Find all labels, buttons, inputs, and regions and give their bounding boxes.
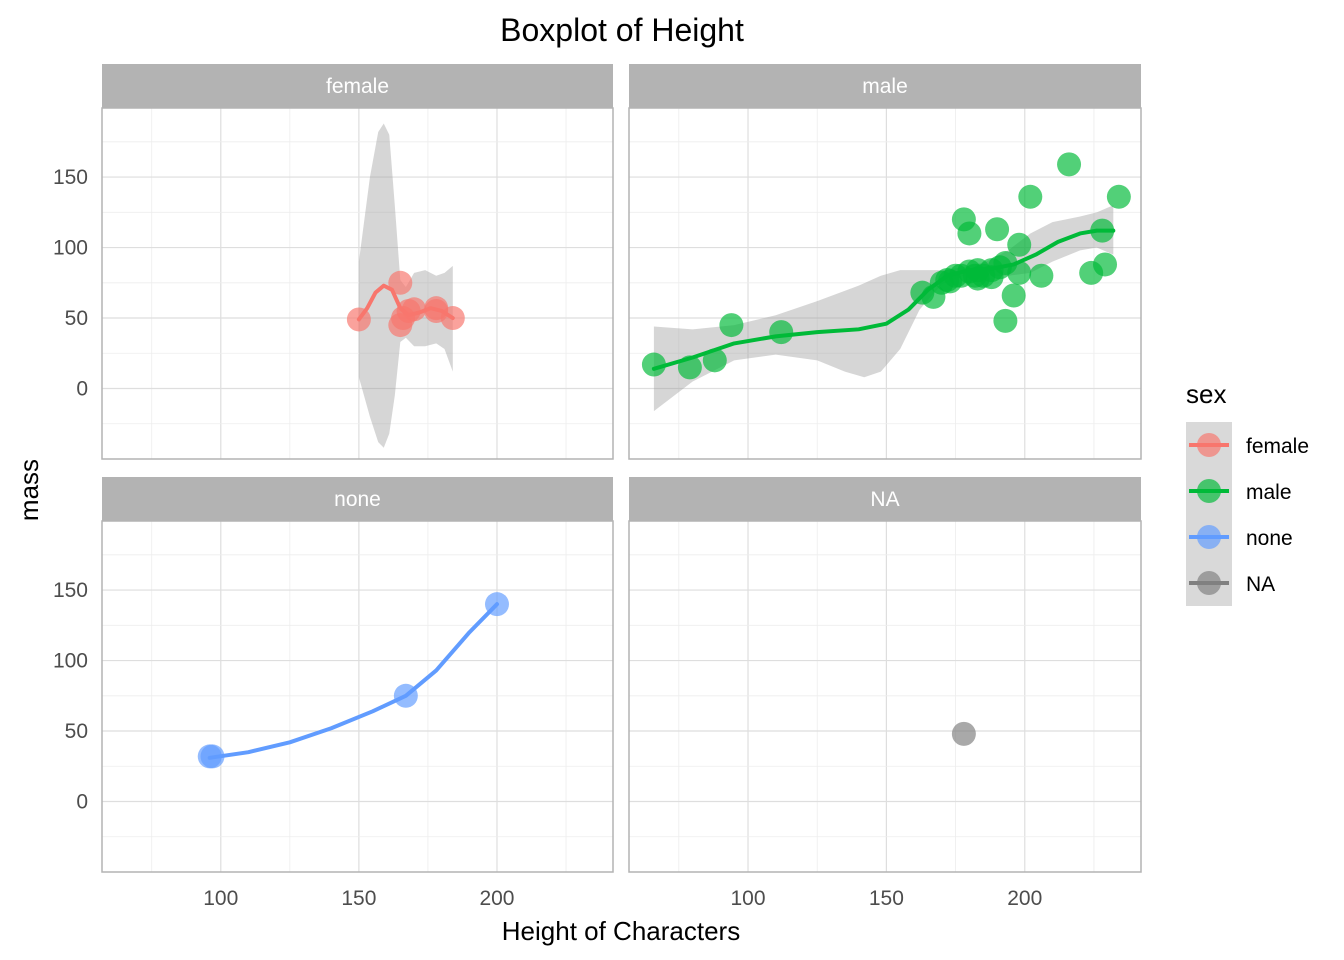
y-tick-label: 100 <box>53 237 88 260</box>
x-tick-label: 100 <box>203 887 238 910</box>
panel-border <box>628 107 1142 460</box>
legend-key-female: female <box>1186 422 1309 468</box>
grid-lines <box>629 521 1141 872</box>
x-tick-label: 200 <box>1007 887 1042 910</box>
facet-strip-label: male <box>862 75 908 98</box>
legend-point <box>1197 479 1221 503</box>
legend-label: male <box>1246 481 1292 504</box>
grid-lines <box>102 521 613 872</box>
panel-border <box>101 520 614 873</box>
data-point <box>719 313 744 338</box>
data-point <box>985 217 1010 242</box>
data-point <box>1007 232 1032 257</box>
facet-panel-female: female <box>101 64 614 460</box>
smooth-line <box>207 602 499 760</box>
data-point <box>957 221 982 246</box>
axes: 0 50 100 150 0 50 100 150 100 150 200 100 150 200 <box>53 166 1042 910</box>
y-tick-label: 100 <box>53 650 88 673</box>
facet-panels: female male none NA <box>101 64 1142 873</box>
confidence-band <box>358 123 453 448</box>
facet-strip <box>629 64 1141 108</box>
facet-strip-label: none <box>334 488 381 511</box>
legend-label: female <box>1246 435 1309 458</box>
legend-key-none: none <box>1186 514 1293 560</box>
smooth-line <box>651 228 1116 371</box>
panel-border <box>101 107 614 460</box>
facet-strip-label: female <box>326 75 389 98</box>
facet-strip <box>629 477 1141 521</box>
legend-point <box>1197 525 1221 549</box>
smooth-line <box>356 283 455 322</box>
legend-label: NA <box>1246 573 1275 596</box>
legend-label: none <box>1246 527 1293 550</box>
x-axis-title: Height of Characters <box>502 916 740 946</box>
y-tick-label: 150 <box>53 166 88 189</box>
legend-title: sex <box>1186 379 1226 409</box>
x-tick-label: 150 <box>869 887 904 910</box>
data-point <box>388 270 413 295</box>
y-tick-label: 50 <box>65 307 88 330</box>
facet-strip-label: NA <box>870 488 899 511</box>
legend-point <box>1197 433 1221 457</box>
data-point <box>641 352 666 377</box>
data-point <box>769 320 794 345</box>
y-tick-label: 50 <box>65 720 88 743</box>
data-point <box>993 308 1018 333</box>
legend: sex female male none NA <box>1186 379 1309 606</box>
facet-panel-none: none <box>101 477 614 873</box>
data-point <box>951 721 976 746</box>
legend-key-male: male <box>1186 468 1292 514</box>
data-point <box>1093 252 1118 277</box>
facet-panel-NA: NA <box>628 477 1142 873</box>
chart-title: Boxplot of Height <box>500 12 744 48</box>
y-tick-label: 0 <box>76 378 88 401</box>
x-tick-label: 200 <box>479 887 514 910</box>
panel-border <box>628 520 1142 873</box>
y-axis-title: mass <box>14 459 44 521</box>
data-point <box>1029 263 1054 288</box>
x-tick-label: 150 <box>341 887 376 910</box>
y-tick-label: 150 <box>53 579 88 602</box>
grid-lines <box>629 108 1141 459</box>
grid-lines <box>102 108 613 459</box>
legend-key-NA: NA <box>1186 560 1275 606</box>
legend-point <box>1197 571 1221 595</box>
confidence-band <box>653 205 1114 412</box>
data-point <box>1106 184 1131 209</box>
data-point <box>1018 184 1043 209</box>
facet-strip <box>102 64 613 108</box>
facet-strip <box>102 477 613 521</box>
data-point <box>1001 283 1026 308</box>
x-tick-label: 100 <box>730 887 765 910</box>
facet-panel-male: male <box>628 64 1142 460</box>
data-point <box>702 348 727 373</box>
data-point <box>1057 152 1082 177</box>
data-point <box>1007 260 1032 285</box>
y-tick-label: 0 <box>76 791 88 814</box>
